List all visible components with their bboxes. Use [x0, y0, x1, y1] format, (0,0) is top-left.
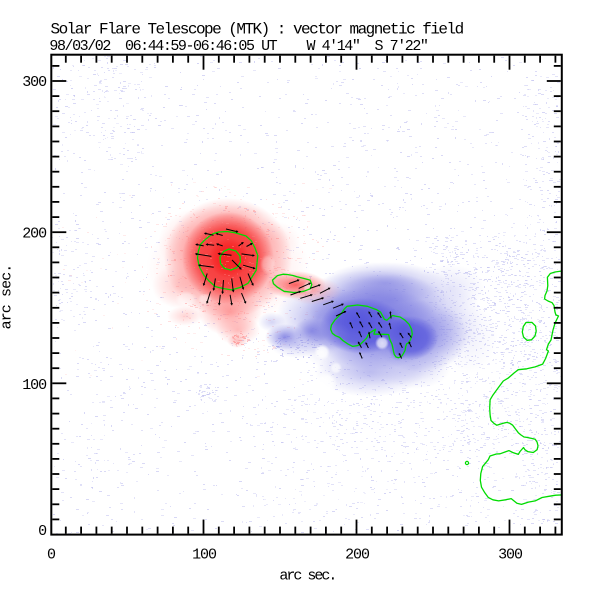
svg-text:0: 0	[38, 523, 47, 540]
svg-text:300: 300	[22, 74, 47, 91]
svg-text:100: 100	[192, 547, 217, 564]
svg-text:arc sec.: arc sec.	[0, 265, 16, 330]
svg-text:arc sec.: arc sec.	[279, 568, 335, 585]
svg-text:Solar Flare Telescope (MTK) :: Solar Flare Telescope (MTK) : vector mag…	[51, 21, 464, 39]
svg-text:300: 300	[498, 547, 523, 564]
svg-text:200: 200	[22, 226, 47, 243]
svg-text:100: 100	[22, 377, 47, 394]
svg-text:98/03/02 06:44:59-06:46:05 UT: 98/03/02 06:44:59-06:46:05 UT W 4'14" S …	[49, 38, 427, 55]
svg-text:0: 0	[47, 547, 56, 564]
svg-text:200: 200	[345, 547, 370, 564]
